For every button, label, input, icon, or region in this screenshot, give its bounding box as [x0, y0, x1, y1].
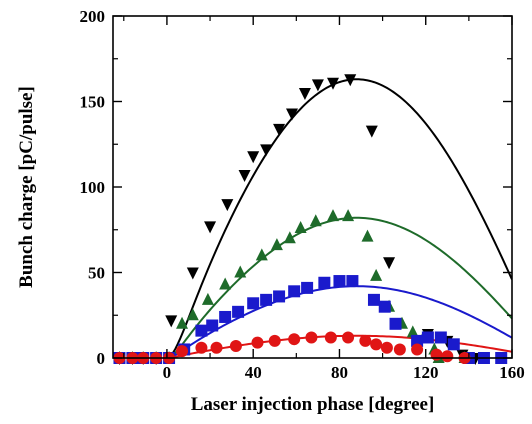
data-point [283, 231, 296, 244]
y-tick-label: 200 [80, 7, 106, 26]
data-point [247, 297, 260, 310]
data-point [301, 281, 314, 294]
y-tick-label: 50 [88, 264, 105, 283]
data-point [219, 277, 232, 290]
data-point [251, 336, 264, 349]
data-point [221, 199, 234, 212]
data-point [195, 341, 208, 354]
data-point [311, 79, 324, 92]
data-point [268, 334, 281, 347]
x-tick-label: 0 [163, 363, 172, 382]
x-tick-label: 40 [245, 363, 262, 382]
data-point [393, 343, 406, 356]
data-point [247, 151, 260, 164]
data-point [411, 334, 424, 347]
x-tick-label: 160 [499, 363, 525, 382]
data-point [165, 315, 178, 328]
data-point [186, 308, 199, 321]
x-tick-label: 120 [413, 363, 439, 382]
data-point [406, 325, 419, 338]
data-point [288, 285, 301, 298]
data-point [260, 144, 273, 157]
data-points [113, 74, 508, 365]
data-point [447, 338, 460, 351]
data-point [389, 317, 402, 330]
data-point [229, 340, 242, 353]
data-point [421, 331, 434, 344]
fit-curve [166, 216, 512, 358]
data-point [176, 345, 189, 358]
data-point [260, 293, 273, 306]
y-tick-label: 150 [80, 93, 106, 112]
x-tick-label: 80 [331, 363, 348, 382]
data-point [365, 125, 378, 138]
data-point [255, 248, 268, 261]
data-point [380, 341, 393, 354]
fit-curves [166, 78, 512, 358]
data-point [206, 319, 219, 332]
data-point [204, 221, 217, 234]
data-point [344, 74, 357, 87]
data-point [324, 331, 337, 344]
data-point [434, 331, 447, 344]
data-point [326, 209, 339, 222]
axis-ticks: 0 40 80 120 160 0 50 100 150 200 [80, 7, 525, 382]
y-axis-title: Bunch charge [pC/pulse] [16, 86, 37, 288]
data-point [370, 338, 383, 351]
data-point [305, 331, 318, 344]
data-point [441, 350, 454, 363]
data-point [210, 341, 223, 354]
data-point [318, 276, 331, 289]
data-point [219, 310, 232, 323]
data-point [361, 229, 374, 242]
data-point [294, 221, 307, 234]
data-point [370, 268, 383, 281]
data-point [176, 316, 189, 329]
data-point [378, 300, 391, 313]
data-point [367, 293, 380, 306]
data-point [342, 209, 355, 222]
data-point [298, 87, 311, 100]
data-point [333, 275, 346, 288]
data-point [232, 305, 245, 318]
data-point [411, 343, 424, 356]
data-point [359, 334, 372, 347]
data-point [234, 265, 247, 278]
data-point [286, 108, 299, 121]
data-point [326, 77, 339, 90]
data-point [342, 331, 355, 344]
data-point [201, 292, 214, 305]
data-point [195, 324, 208, 337]
data-point [346, 275, 359, 288]
data-point [270, 238, 283, 251]
y-tick-label: 0 [97, 349, 106, 368]
data-point [238, 170, 251, 183]
x-axis-title: Laser injection phase [degree] [191, 394, 435, 415]
data-point [288, 333, 301, 346]
data-point [273, 290, 286, 303]
data-point [186, 267, 199, 280]
data-point [383, 257, 396, 270]
data-point [309, 214, 322, 227]
fit-curve [166, 78, 512, 358]
y-tick-label: 100 [80, 178, 106, 197]
data-point [273, 123, 286, 136]
